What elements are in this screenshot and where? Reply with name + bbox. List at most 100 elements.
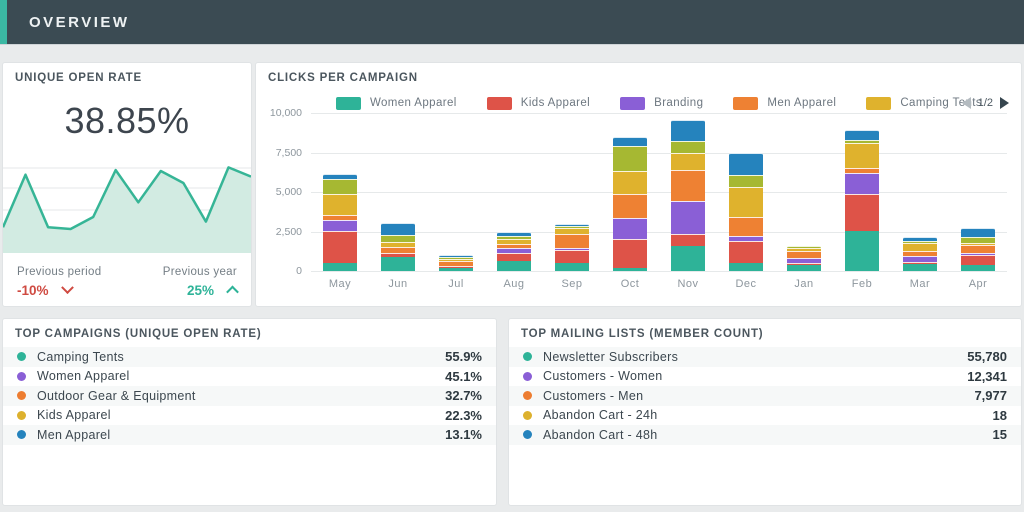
open-rate-comparisons: Previous period -10% Previous year 25% bbox=[3, 266, 251, 299]
bar-segment bbox=[381, 253, 415, 257]
list-item-value: 7,977 bbox=[974, 388, 1007, 404]
list-item-value: 18 bbox=[992, 407, 1007, 423]
bar-apr[interactable] bbox=[961, 228, 995, 271]
bar-segment bbox=[961, 228, 995, 237]
list-item-label: Men Apparel bbox=[37, 427, 111, 442]
bar-feb[interactable] bbox=[845, 130, 879, 271]
list-item-value: 15 bbox=[992, 427, 1007, 443]
bar-jun[interactable] bbox=[381, 223, 415, 271]
x-axis-label: Mar bbox=[909, 278, 931, 290]
bar-jul[interactable] bbox=[439, 255, 473, 271]
bar-segment bbox=[497, 244, 531, 248]
series-color-dot-icon bbox=[523, 430, 532, 440]
bar-aug[interactable] bbox=[497, 232, 531, 271]
bar-sep[interactable] bbox=[555, 224, 589, 271]
bar-segment bbox=[903, 262, 937, 264]
bar-segment bbox=[903, 243, 937, 251]
top-mailing-lists-title: TOP MAILING LISTS (MEMBER COUNT) bbox=[521, 328, 764, 340]
bar-segment bbox=[613, 194, 647, 218]
bar-segment bbox=[323, 231, 357, 263]
top-mailing-lists-card: TOP MAILING LISTS (MEMBER COUNT) Newslet… bbox=[508, 318, 1022, 506]
bar-segment bbox=[497, 232, 531, 236]
legend-label: Camping Tents bbox=[900, 97, 983, 109]
bar-segment bbox=[729, 175, 763, 187]
x-axis-labels: May Jun Jul Aug Sep Oct Nov Dec Jan Feb Mar Apr bbox=[311, 278, 1007, 290]
gridline bbox=[311, 192, 1007, 193]
bar-segment bbox=[787, 265, 821, 271]
bar-segment bbox=[903, 264, 937, 271]
unique-open-rate-card: UNIQUE OPEN RATE 38.85% Previous period … bbox=[1, 62, 252, 307]
legend-item-kids-apparel[interactable]: Kids Apparel bbox=[486, 96, 590, 110]
bar-segment bbox=[903, 251, 937, 256]
legend-item-branding[interactable]: Branding bbox=[620, 96, 704, 110]
list-item: Customers - Women 12,341 bbox=[509, 367, 1021, 387]
bar-segment bbox=[671, 170, 705, 201]
bar-segment bbox=[381, 223, 415, 235]
bar-segment bbox=[381, 235, 415, 242]
legend-page-indicator: 1/2 bbox=[977, 97, 993, 109]
x-axis-label: Oct bbox=[620, 278, 640, 290]
series-color-dot-icon bbox=[17, 352, 26, 362]
page-title: OVERVIEW bbox=[29, 13, 130, 31]
bar-may[interactable] bbox=[323, 174, 357, 271]
y-axis-tick-label: 7,500 bbox=[275, 146, 302, 159]
bar-jan[interactable] bbox=[787, 246, 821, 271]
bar-segment bbox=[323, 174, 357, 179]
series-color-dot-icon bbox=[17, 391, 26, 401]
list-item-label: Customers - Women bbox=[543, 369, 663, 384]
bar-nov[interactable] bbox=[671, 120, 705, 271]
bar-mar[interactable] bbox=[903, 237, 937, 271]
series-color-dot-icon bbox=[523, 371, 532, 381]
legend-swatch-icon bbox=[866, 96, 892, 110]
bar-segment bbox=[729, 217, 763, 236]
list-item-value: 55,780 bbox=[967, 349, 1007, 365]
list-item: Camping Tents 55.9% bbox=[3, 347, 496, 367]
series-color-dot-icon bbox=[17, 430, 26, 440]
bar-dec[interactable] bbox=[729, 153, 763, 271]
legend-item-camping-tents[interactable]: Camping Tents bbox=[866, 96, 983, 110]
top-mailing-lists-list: Newsletter Subscribers 55,780 Customers - … bbox=[509, 347, 1021, 445]
bar-oct[interactable] bbox=[613, 137, 647, 271]
bar-segment bbox=[961, 237, 995, 243]
bar-segment bbox=[613, 268, 647, 271]
bar-segment bbox=[439, 259, 473, 261]
x-axis-label: Aug bbox=[503, 278, 525, 290]
bar-segment bbox=[323, 263, 357, 271]
header-bar: OVERVIEW bbox=[0, 0, 1024, 44]
legend-label: Branding bbox=[654, 97, 704, 109]
header-accent-strip bbox=[0, 0, 7, 44]
bar-segment bbox=[439, 266, 473, 268]
list-item: Outdoor Gear & Equipment 32.7% bbox=[3, 386, 496, 406]
bar-segment bbox=[729, 263, 763, 271]
bars-container bbox=[311, 113, 1007, 271]
legend-prev-page-icon[interactable] bbox=[961, 97, 971, 109]
bar-segment bbox=[729, 241, 763, 263]
bar-segment bbox=[961, 255, 995, 265]
bar-segment bbox=[671, 141, 705, 153]
previous-year-label: Previous year bbox=[162, 266, 237, 278]
list-item-value: 22.3% bbox=[445, 407, 482, 423]
bar-segment bbox=[555, 263, 589, 271]
legend-swatch-icon bbox=[486, 96, 512, 110]
bar-segment bbox=[961, 245, 995, 253]
unique-open-rate-value: 38.85% bbox=[64, 100, 190, 141]
previous-period-block: Previous period -10% bbox=[17, 266, 101, 298]
bar-segment bbox=[845, 130, 879, 140]
y-axis-tick-label: 0 bbox=[296, 265, 302, 277]
gridline bbox=[311, 113, 1007, 114]
bar-segment bbox=[845, 140, 879, 143]
list-item: Women Apparel 45.1% bbox=[3, 367, 496, 387]
legend-swatch-icon bbox=[733, 96, 759, 110]
y-axis-tick-label: 10,000 bbox=[269, 107, 302, 119]
list-item-label: Kids Apparel bbox=[37, 408, 111, 423]
x-axis-label: Apr bbox=[968, 278, 988, 290]
legend-item-women-apparel[interactable]: Women Apparel bbox=[335, 96, 457, 110]
bar-segment bbox=[381, 247, 415, 253]
chevron-down-icon bbox=[60, 281, 74, 295]
previous-year-value: 25% bbox=[163, 283, 239, 299]
legend-item-men-apparel[interactable]: Men Apparel bbox=[733, 96, 836, 110]
legend-next-page-icon[interactable] bbox=[1000, 97, 1009, 109]
open-rate-sparkline bbox=[1, 160, 252, 253]
list-item: Abandon Cart - 24h 18 bbox=[509, 406, 1021, 426]
x-axis-label: Jan bbox=[794, 278, 814, 290]
